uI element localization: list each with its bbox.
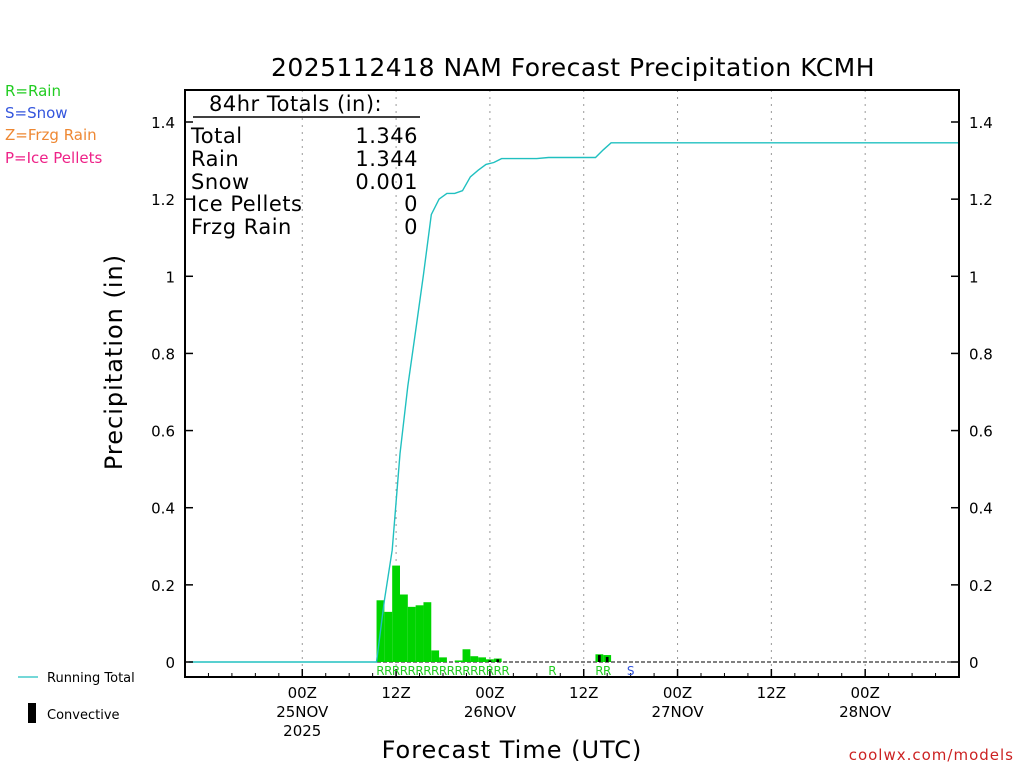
precip-bar-3 — [400, 594, 408, 662]
y-tick-label-right-5: 1 — [969, 268, 979, 286]
ptype-marker-17: R — [548, 664, 556, 678]
precip-bar-11 — [470, 656, 479, 662]
bottom-legend: Running Total Convective — [18, 671, 135, 723]
ptype-marker-18: R — [595, 664, 603, 678]
x-tick-label-0-1: 00Z — [288, 684, 317, 702]
ptype-marker-2: R — [392, 664, 400, 678]
precip-bar-12 — [478, 657, 486, 662]
y-tick-label-left-4: 0.8 — [151, 345, 175, 363]
ptype-marker-9: R — [447, 664, 455, 678]
ptype-marker-8: R — [439, 664, 447, 678]
ptype-marker-11: R — [462, 664, 470, 678]
ptype-marker-0: R — [376, 664, 384, 678]
totals-frzg-rain-label: Frzg Rain — [191, 215, 292, 239]
x-tick-label-2-2: 26NOV — [464, 703, 517, 721]
convective-bar-14 — [496, 659, 500, 662]
precip-bar-4 — [407, 606, 416, 662]
bars — [376, 565, 612, 662]
convective-bar-15 — [597, 655, 601, 662]
precip-bar-6 — [423, 602, 432, 662]
totals-snow-value: 0.001 — [355, 170, 418, 194]
totals-ice-pellets-label: Ice Pellets — [191, 192, 302, 216]
x-tick-label-2-1: 00Z — [475, 684, 504, 702]
ptype-marker-3: R — [400, 664, 408, 678]
y-tick-label-right-6: 1.2 — [969, 191, 993, 209]
running-total-line — [188, 142, 959, 663]
x-tick-label-0-2: 25NOV — [276, 703, 329, 721]
ptype-marker-20: S — [627, 664, 635, 678]
x-tick-label-6-1: 00Z — [850, 684, 879, 702]
legend-frzg-rain: Z=Frzg Rain — [5, 126, 97, 144]
x-tick-label-0-3: 2025 — [283, 722, 321, 740]
totals-snow-label: Snow — [191, 170, 250, 194]
y-tick-label-right-1: 0.2 — [969, 577, 993, 595]
legend-ice-pellets: P=Ice Pellets — [5, 149, 103, 167]
precip-bar-5 — [415, 605, 424, 662]
totals-ice-pellets-value: 0 — [404, 192, 418, 216]
y-tick-label-right-7: 1.4 — [969, 114, 993, 132]
y-tick-label-left-7: 1.4 — [151, 114, 175, 132]
ptype-marker-15: R — [494, 664, 502, 678]
x-tick-label-4-2: 27NOV — [651, 703, 704, 721]
y-tick-label-right-4: 0.8 — [969, 345, 993, 363]
totals-header: 84hr Totals (in): — [209, 92, 382, 116]
ptype-marker-4: R — [408, 664, 416, 678]
x-tick-label-1-1: 12Z — [381, 684, 410, 702]
precip-bar-8 — [439, 657, 447, 662]
running-total-legend-label: Running Total — [47, 671, 135, 686]
plot-frame — [184, 89, 960, 678]
convective-bar-13 — [488, 660, 492, 662]
y-ticks: 0 00.2 0.20.4 0.40.6 0.60.8 0.81 11.2 1.21.4 1.4 — [151, 114, 993, 672]
y-tick-label-left-2: 0.4 — [151, 500, 175, 518]
y-axis-title: Precipitation (in) — [100, 254, 128, 470]
ptype-marker-16: R — [501, 664, 509, 678]
totals-box: 84hr Totals (in): Total 1.346 Rain 1.344… — [190, 92, 420, 239]
y-tick-label-left-0: 0 — [165, 654, 175, 672]
chart-title: 2025112418 NAM Forecast Precipitation KC… — [271, 53, 875, 82]
convective-bar-16 — [605, 656, 609, 662]
y-tick-label-left-1: 0.2 — [151, 577, 175, 595]
convective-legend-icon — [28, 703, 36, 723]
ptype-marker-12: R — [470, 664, 478, 678]
precip-bar-1 — [384, 611, 393, 662]
totals-total-label: Total — [190, 124, 243, 148]
ptype-marker-1: R — [384, 664, 392, 678]
totals-rain-label: Rain — [191, 147, 239, 171]
ptype-marker-7: R — [431, 664, 439, 678]
credit-text: coolwx.com/models — [849, 746, 1014, 764]
ptype-marker-13: R — [478, 664, 486, 678]
y-tick-label-left-5: 1 — [165, 268, 175, 286]
x-tick-label-5-1: 12Z — [757, 684, 786, 702]
convective-legend-label: Convective — [47, 708, 120, 723]
ptype-marker-14: R — [486, 664, 494, 678]
ptype-marker-19: R — [603, 664, 611, 678]
ptype-legend: R=Rain S=Snow Z=Frzg Rain P=Ice Pellets — [5, 82, 102, 171]
x-tick-label-6-2: 28NOV — [839, 703, 892, 721]
precip-bar-10 — [462, 649, 471, 662]
y-tick-label-left-3: 0.6 — [151, 423, 175, 441]
x-axis-title: Forecast Time (UTC) — [382, 736, 643, 764]
ptype-marker-6: R — [423, 664, 431, 678]
running-total-polyline — [188, 142, 959, 663]
ptype-marker-10: R — [454, 664, 462, 678]
x-tick-label-4-1: 00Z — [663, 684, 692, 702]
precip-bar-2 — [392, 565, 400, 662]
legend-rain: R=Rain — [5, 82, 61, 100]
x-tick-label-3-1: 12Z — [569, 684, 598, 702]
totals-total-value: 1.346 — [355, 124, 418, 148]
totals-frzg-rain-value: 0 — [404, 215, 418, 239]
legend-snow: S=Snow — [5, 104, 68, 122]
y-tick-label-right-0: 0 — [969, 654, 979, 672]
y-tick-label-right-2: 0.4 — [969, 500, 993, 518]
precip-bar-9 — [454, 660, 463, 662]
gridlines — [185, 90, 959, 677]
precip-bar-7 — [431, 650, 440, 662]
ptype-marker-5: R — [415, 664, 423, 678]
y-tick-label-right-3: 0.6 — [969, 423, 993, 441]
totals-rain-value: 1.344 — [355, 147, 418, 171]
y-tick-label-left-6: 1.2 — [151, 191, 175, 209]
